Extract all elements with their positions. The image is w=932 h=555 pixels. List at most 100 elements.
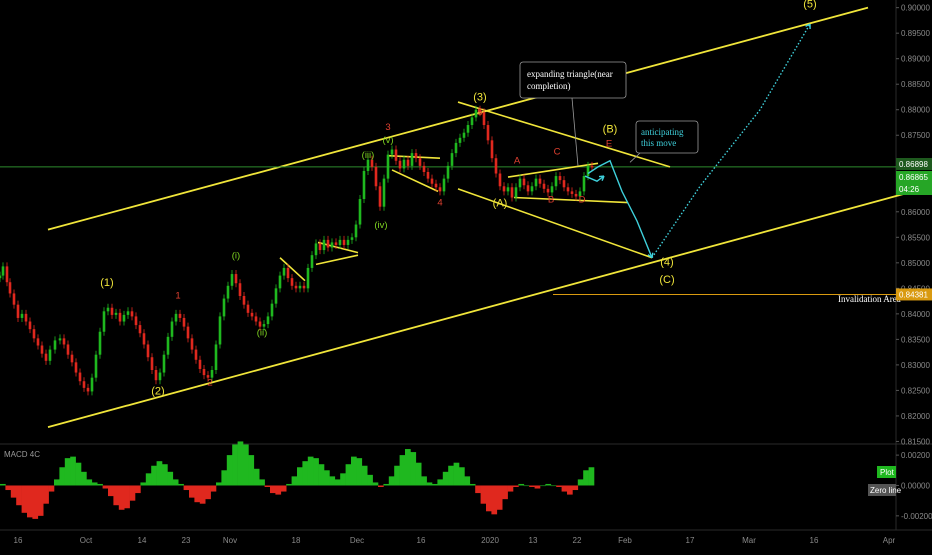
candle-body <box>94 354 98 378</box>
annotation-text: expanding triangle(near <box>527 69 613 79</box>
time-tick-label: Nov <box>223 536 237 545</box>
macd-bar <box>286 483 292 486</box>
macd-bar <box>486 485 492 512</box>
candle-body <box>258 321 262 327</box>
macd-bar <box>459 467 465 486</box>
macd-bar <box>442 471 449 486</box>
candle-body <box>482 112 486 126</box>
macd-bar <box>415 462 422 486</box>
candle-body <box>454 142 458 154</box>
candle-body <box>514 187 518 198</box>
candle-body <box>250 312 254 317</box>
macd-bar <box>340 473 346 486</box>
macd-bar <box>313 458 319 486</box>
annotation-box-move <box>635 120 699 154</box>
macd-bar <box>183 485 190 491</box>
candle-body <box>294 285 298 289</box>
macd-bar <box>540 485 546 487</box>
wave-label: (A) <box>493 198 508 210</box>
candle-body <box>350 237 354 240</box>
macd-plot-tag: Plot <box>880 468 895 477</box>
candle-body <box>230 274 234 286</box>
candle-body <box>318 243 322 251</box>
candle-body <box>70 354 74 363</box>
candle-body <box>378 186 382 207</box>
candle-body <box>266 316 270 325</box>
candle-body <box>406 159 410 166</box>
candle-body <box>402 159 406 169</box>
wave-label: E <box>606 138 612 149</box>
candle-body <box>58 338 62 341</box>
wave-label: (B) <box>603 124 618 136</box>
candle-body <box>566 187 570 192</box>
macd-bar <box>97 483 103 486</box>
macd-bar <box>75 462 82 486</box>
candle-body <box>0 275 2 279</box>
candle-body <box>430 178 434 184</box>
candle-body <box>198 359 202 369</box>
macd-bar <box>367 474 373 486</box>
wave-label: (i) <box>232 251 240 262</box>
candle-body <box>186 326 190 339</box>
candle-body <box>102 311 106 332</box>
candle-body <box>90 377 94 392</box>
candle-body <box>270 303 274 317</box>
macd-bar <box>448 465 454 486</box>
candle-body <box>510 187 514 198</box>
macd-bar <box>59 467 66 486</box>
candle-body <box>1 266 5 276</box>
time-tick-label: 22 <box>573 536 582 545</box>
candle-body <box>498 173 502 187</box>
macd-bar <box>421 476 427 486</box>
macd-bar <box>156 461 163 486</box>
macd-bar <box>205 485 211 500</box>
macd-bar <box>334 479 341 486</box>
candle-body <box>170 321 174 337</box>
price-tag-current-bg <box>896 171 932 183</box>
candle-body <box>154 370 158 381</box>
macd-bar <box>480 485 487 504</box>
time-tick-label: 16 <box>810 536 819 545</box>
candle-body <box>590 165 594 168</box>
price-tick-label: 0.87500 <box>901 131 930 140</box>
candle-series <box>0 105 594 396</box>
upper-channel-line <box>47 6 869 231</box>
wave-label: B <box>548 195 554 206</box>
candle-body <box>390 149 394 155</box>
price-tag-high: 0.86898 <box>899 160 928 169</box>
macd-bar <box>135 485 141 494</box>
macd-bar <box>291 476 298 486</box>
price-tag-countdown: 04:26 <box>899 185 920 194</box>
macd-zero-tag-bg <box>868 484 896 496</box>
time-tick-label: Apr <box>883 536 896 545</box>
candle-body <box>16 304 20 318</box>
macd-bar <box>172 479 179 486</box>
candle-body <box>418 158 422 166</box>
macd-bar <box>108 485 114 497</box>
macd-bar <box>86 479 93 486</box>
candle-body <box>174 313 178 322</box>
annotation-text: anticipating <box>641 127 684 137</box>
price-tick-label: 0.85000 <box>901 259 930 268</box>
macd-bar <box>221 470 228 486</box>
candle-body <box>110 307 114 315</box>
candle-body <box>206 375 210 378</box>
candle-body <box>98 331 102 355</box>
time-tick-label: Mar <box>742 536 756 545</box>
macd-bar <box>378 485 384 487</box>
macd-bar <box>475 485 481 494</box>
candle-body <box>330 242 334 248</box>
candle-body <box>442 178 446 192</box>
time-tick-label: 17 <box>686 536 695 545</box>
annotation-leader <box>629 152 641 163</box>
candle-body <box>48 349 52 361</box>
macd-bar <box>491 485 498 515</box>
candle-body <box>394 149 398 161</box>
candle-body <box>354 224 358 238</box>
price-tick-label: 0.89500 <box>901 29 930 38</box>
macd-tick-label: -0.00200 <box>901 512 932 521</box>
macd-bar <box>37 485 44 516</box>
macd-tick-label: 0.00000 <box>901 481 930 490</box>
